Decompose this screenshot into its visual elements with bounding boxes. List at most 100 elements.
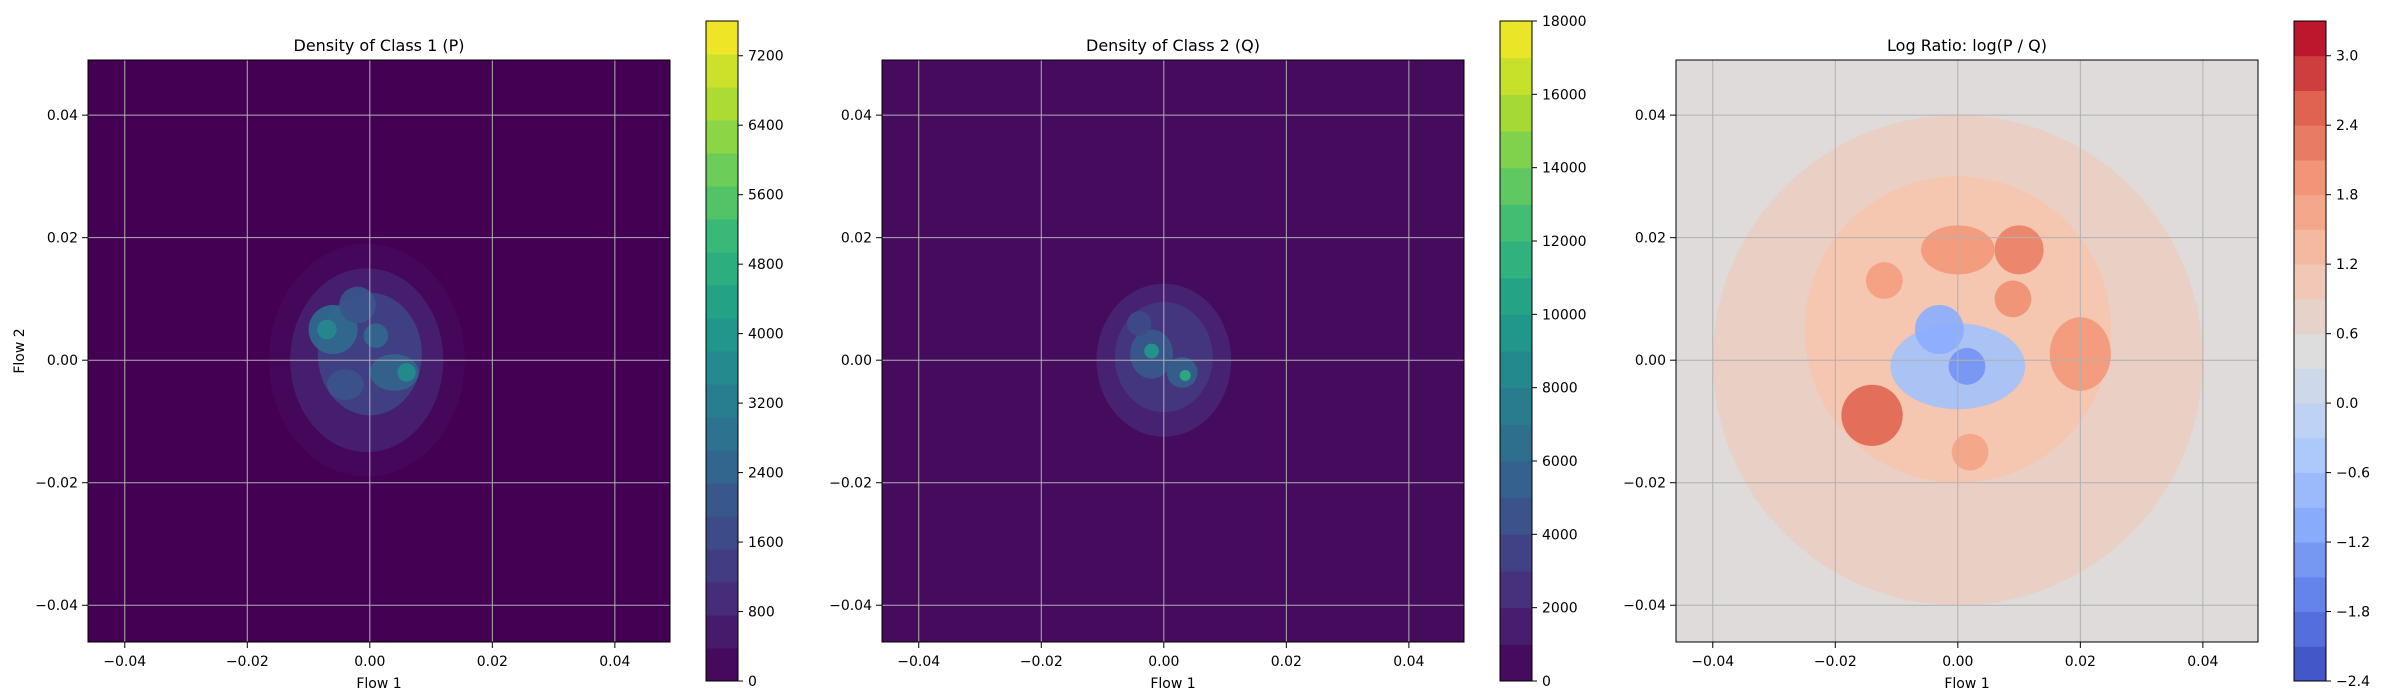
y-tick-label: 0.04 xyxy=(1635,108,1666,124)
colorbar: 0 800 1600 2400 3200 4000 4800 5600 6400 7200 xyxy=(705,20,784,690)
colorbar-band xyxy=(1500,131,1532,169)
plot-area xyxy=(88,60,670,642)
density-region xyxy=(1127,311,1152,336)
x-tick-label: −0.04 xyxy=(897,654,940,670)
panel-2: −0.04 −0.02 0.00 0.02 0.04 −0.04 −0.02 0.00 0.02… xyxy=(829,14,1586,692)
density-region xyxy=(339,286,376,324)
colorbar-band xyxy=(1500,571,1532,609)
colorbar-tick-label: 18000 xyxy=(1542,14,1587,30)
colorbar-tick-label: 3.0 xyxy=(2336,49,2358,65)
colorbar-frame xyxy=(1499,20,1533,682)
colorbar-band xyxy=(1500,57,1532,95)
colorbar-band xyxy=(2294,264,2326,300)
y-tick-label: 0.02 xyxy=(47,231,78,247)
colorbar-band xyxy=(2294,159,2326,196)
colorbar-tick-label: 14000 xyxy=(1542,161,1587,177)
colorbar-band xyxy=(706,450,738,484)
density-region xyxy=(363,323,389,348)
colorbar-band xyxy=(706,648,738,682)
colorbar-tick-label: 800 xyxy=(748,605,775,621)
colorbar-band xyxy=(2294,576,2326,613)
density-region xyxy=(397,363,416,382)
colorbar-band xyxy=(706,21,738,55)
x-tick-label: −0.04 xyxy=(1691,654,1734,670)
colorbar-band xyxy=(2294,90,2326,126)
x-axis-label: Flow 1 xyxy=(356,676,401,692)
plot-area xyxy=(882,60,1464,642)
colorbar: 0 2000 4000 6000 8000 10000 12000 14000 16000 180… xyxy=(1499,14,1587,690)
colorbar-band xyxy=(1500,351,1532,389)
colorbar-tick-label: 1600 xyxy=(748,535,784,551)
colorbar-band xyxy=(706,87,738,121)
colorbar-band xyxy=(2294,125,2326,161)
colorbar-band xyxy=(706,483,738,517)
y-tick-label: 0.00 xyxy=(1635,353,1666,369)
y-tick-label: −0.02 xyxy=(1623,476,1666,492)
density-region xyxy=(1951,433,1989,471)
colorbar-tick-label: −0.6 xyxy=(2336,466,2370,482)
colorbar-band xyxy=(706,351,738,385)
x-tick-label: 0.04 xyxy=(2187,654,2218,670)
y-tick-label: −0.02 xyxy=(829,476,872,492)
y-tick-label: −0.04 xyxy=(35,598,78,614)
x-tick-label: 0.00 xyxy=(354,654,385,670)
x-tick-label: 0.02 xyxy=(1271,654,1302,670)
density-region xyxy=(1179,369,1191,382)
y-tick-label: −0.04 xyxy=(829,598,872,614)
colorbar-tick-label: 8000 xyxy=(1542,381,1578,397)
colorbar-tick-label: 2000 xyxy=(1542,601,1578,617)
density-region xyxy=(1865,262,1903,299)
colorbar-band xyxy=(706,615,738,649)
colorbar-band xyxy=(2294,21,2326,57)
colorbar-band xyxy=(1500,424,1532,462)
colorbar-tick-label: −2.4 xyxy=(2336,674,2370,690)
colorbar-band xyxy=(706,285,738,319)
colorbar-band xyxy=(706,252,738,286)
x-tick-label: 0.02 xyxy=(477,654,508,670)
colorbar-band xyxy=(706,318,738,352)
plot-area xyxy=(1676,60,2258,642)
density-region xyxy=(1994,280,2032,318)
colorbar-band xyxy=(2294,403,2326,439)
colorbar-tick-label: 1.2 xyxy=(2336,257,2358,273)
y-axis-label: Flow 2 xyxy=(12,328,28,373)
colorbar-band xyxy=(706,186,738,220)
x-tick-label: 0.04 xyxy=(599,654,630,670)
x-tick-label: −0.02 xyxy=(226,654,269,670)
colorbar-band xyxy=(706,153,738,187)
colorbar-band xyxy=(1500,644,1532,682)
colorbar-tick-label: −1.8 xyxy=(2336,605,2370,621)
colorbar-band xyxy=(1500,461,1532,499)
colorbar-frame xyxy=(705,20,739,682)
colorbar-tick-label: 10000 xyxy=(1542,307,1587,323)
colorbar-band xyxy=(2294,333,2326,369)
density-region xyxy=(1914,305,1964,355)
x-tick-label: −0.02 xyxy=(1020,654,1063,670)
colorbar-tick-label: 4800 xyxy=(748,257,784,273)
colorbar-tick-label: 12000 xyxy=(1542,234,1587,250)
colorbar: −2.4 −1.8 −1.2 −0.6 0.0 0.6 1.2 1.8 2.4 3.0 xyxy=(2293,20,2370,690)
colorbar-tick-label: 16000 xyxy=(1542,87,1587,103)
colorbar-band xyxy=(2294,437,2326,474)
colorbar-tick-label: 0.6 xyxy=(2336,327,2358,343)
colorbar-tick-label: 5600 xyxy=(748,188,784,204)
colorbar-band xyxy=(706,120,738,154)
y-tick-label: 0.00 xyxy=(47,353,78,369)
colorbar-tick-label: 7200 xyxy=(748,49,784,65)
density-region xyxy=(326,369,364,401)
y-tick-label: 0.04 xyxy=(47,108,78,124)
x-axis-label: Flow 1 xyxy=(1150,676,1195,692)
x-tick-label: 0.04 xyxy=(1393,654,1424,670)
axes-frame xyxy=(87,59,671,643)
colorbar-band xyxy=(2294,542,2326,578)
chart-title: Density of Class 1 (P) xyxy=(294,36,465,55)
colorbar-band xyxy=(1500,94,1532,132)
colorbar-tick-label: 4000 xyxy=(748,327,784,343)
x-tick-label: −0.04 xyxy=(103,654,146,670)
axes-frame xyxy=(1675,59,2259,643)
colorbar-tick-label: 0 xyxy=(1542,674,1551,690)
colorbar-band xyxy=(2294,507,2326,543)
colorbar-band xyxy=(1500,607,1532,645)
x-tick-label: −0.02 xyxy=(1814,654,1857,670)
